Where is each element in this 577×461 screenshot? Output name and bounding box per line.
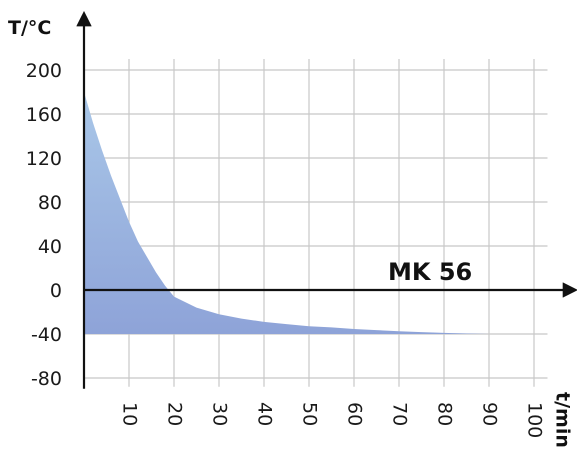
cooling-curve-area — [84, 92, 489, 334]
y-tick-label: 80 — [38, 192, 62, 214]
x-tick-label: 80 — [434, 402, 456, 426]
y-axis-title: T/°C — [8, 17, 51, 39]
y-tick-label: 0 — [50, 280, 62, 302]
x-tick-label: 30 — [209, 402, 231, 426]
y-tick-label: 200 — [26, 60, 62, 82]
x-tick-label: 40 — [254, 402, 276, 426]
x-tick-label: 10 — [119, 402, 141, 426]
x-tick-label: 100 — [524, 402, 546, 438]
y-tick-label: 160 — [26, 104, 62, 126]
labels: 200 160 120 80 40 0 -40 -80 10 20 30 40 50 60 70 80 90 10… — [8, 17, 574, 448]
grid — [84, 59, 548, 387]
x-tick-label: 70 — [389, 402, 411, 426]
x-tick-label: 50 — [299, 402, 321, 426]
y-tick-label: -80 — [31, 368, 62, 390]
y-tick-label: 120 — [26, 148, 62, 170]
x-tick-label: 20 — [164, 402, 186, 426]
x-tick-label: 60 — [344, 402, 366, 426]
x-axis-title: t/min — [552, 392, 574, 448]
data-area — [84, 92, 489, 334]
series-annotation: MK 56 — [388, 258, 472, 286]
x-tick-label: 90 — [479, 402, 501, 426]
axes — [76, 10, 577, 389]
y-tick-label: 40 — [38, 236, 62, 258]
y-tick-label: -40 — [31, 324, 62, 346]
